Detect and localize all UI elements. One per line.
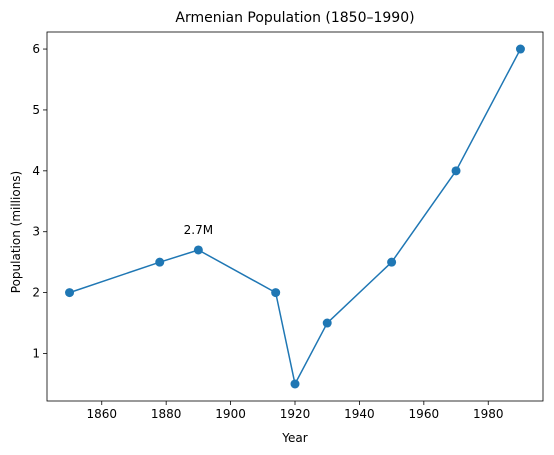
y-axis: 1 2 3 4 5 6 xyxy=(32,42,47,361)
x-axis: 1860 1880 1900 1920 1940 1960 1980 xyxy=(86,401,504,421)
chart-title: Armenian Population (1850–1990) xyxy=(175,10,414,26)
data-point xyxy=(290,379,300,389)
y-tick-label: 4 xyxy=(32,164,40,178)
y-tick-label: 5 xyxy=(32,103,40,117)
plot-frame xyxy=(46,31,544,402)
data-point xyxy=(515,44,525,54)
y-tick-label: 3 xyxy=(32,225,40,239)
plot-area: 2.7M xyxy=(46,31,544,402)
series-line xyxy=(69,48,522,385)
annotation-label: 2.7M xyxy=(184,223,213,237)
data-point xyxy=(387,257,397,267)
data-point xyxy=(193,245,203,255)
data-point xyxy=(65,288,75,298)
x-tick-label: 1960 xyxy=(409,407,440,421)
x-tick-label: 1880 xyxy=(151,407,182,421)
data-point xyxy=(322,318,332,328)
x-tick-label: 1900 xyxy=(215,407,246,421)
data-point xyxy=(451,166,461,176)
x-tick-label: 1860 xyxy=(86,407,117,421)
y-axis-label: Population (millions) xyxy=(9,171,23,293)
x-tick-label: 1920 xyxy=(280,407,311,421)
data-point xyxy=(155,257,165,267)
x-tick-label: 1980 xyxy=(473,407,504,421)
y-tick-label: 1 xyxy=(32,347,40,361)
y-tick-label: 6 xyxy=(32,42,40,56)
y-tick-label: 2 xyxy=(32,286,40,300)
data-point xyxy=(271,288,281,298)
x-tick-label: 1940 xyxy=(344,407,375,421)
x-axis-label: Year xyxy=(281,431,307,445)
